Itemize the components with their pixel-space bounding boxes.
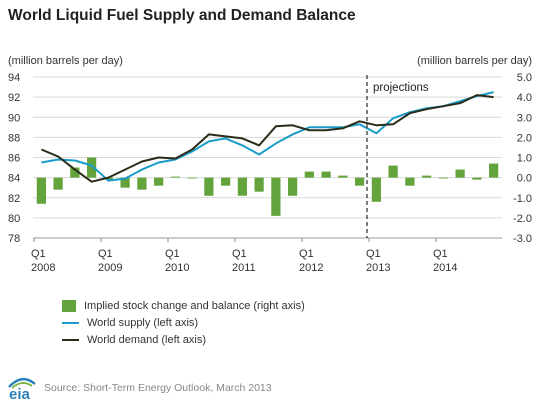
- stock-change-bar: [70, 167, 80, 178]
- stock-change-bar: [455, 169, 465, 178]
- x-tick-quarter: Q1: [366, 248, 381, 260]
- left-tick-label: 86: [8, 153, 20, 165]
- stock-change-bar: [405, 177, 415, 186]
- left-tick-label: 80: [8, 213, 20, 225]
- stock-change-bar: [288, 177, 298, 196]
- world-demand-line: [41, 94, 494, 183]
- axes: (million barrels per day) (million barrel…: [8, 55, 532, 274]
- x-tick-year: 2014: [433, 262, 457, 274]
- x-tick-year: 2012: [299, 262, 323, 274]
- stock-change-bar: [221, 177, 231, 186]
- x-tick-quarter: Q1: [165, 248, 180, 260]
- legend-swatch-demand: [62, 338, 79, 341]
- right-axis-unit: (million barrels per day): [417, 55, 532, 67]
- stock-change-bar: [489, 163, 499, 178]
- x-tick-year: 2013: [366, 262, 390, 274]
- eia-logo: eia: [8, 378, 36, 401]
- x-tick-quarter: Q1: [433, 248, 448, 260]
- x-tick-year: 2008: [31, 262, 55, 274]
- right-tick-label: 3.0: [517, 112, 532, 124]
- x-tick-quarter: Q1: [232, 248, 247, 260]
- legend-swatch-stock: [62, 299, 76, 312]
- left-axis-unit: (million barrels per day): [8, 55, 123, 67]
- x-tick-year: 2010: [165, 262, 189, 274]
- stock-change-bar: [36, 177, 46, 204]
- legend-item-stock: Implied stock change and balance (right …: [62, 297, 305, 314]
- legend-item-supply: World supply (left axis): [62, 314, 305, 331]
- legend-swatch-supply: [62, 321, 79, 324]
- left-tick-label: 92: [8, 92, 20, 104]
- left-tick-label: 94: [8, 72, 20, 84]
- legend-label-demand: World demand (left axis): [87, 333, 207, 346]
- stock-change-bar: [87, 157, 97, 178]
- left-tick-label: 84: [8, 173, 20, 185]
- stock-change-bar: [388, 165, 398, 178]
- chart-canvas: (million barrels per day) (million barrel…: [8, 55, 532, 274]
- stock-change-bar: [170, 176, 180, 178]
- x-tick-year: 2009: [98, 262, 122, 274]
- right-tick-label: -2.0: [513, 213, 532, 225]
- stock-change-bar: [355, 177, 365, 186]
- x-tick-year: 2011: [232, 262, 256, 274]
- source-note: Source: Short-Term Energy Outlook, March…: [44, 382, 272, 394]
- stock-change-bars: [36, 157, 499, 216]
- left-tick-label: 82: [8, 193, 20, 205]
- stock-change-bar: [438, 177, 448, 179]
- footer: eia Source: Short-Term Energy Outlook, M…: [6, 375, 536, 401]
- right-tick-label: 2.0: [517, 132, 532, 144]
- left-tick-label: 88: [8, 132, 20, 144]
- legend-item-demand: World demand (left axis): [62, 331, 305, 348]
- legend-label-stock: Implied stock change and balance (right …: [84, 299, 305, 312]
- x-tick-quarter: Q1: [31, 248, 46, 260]
- x-tick-quarter: Q1: [299, 248, 314, 260]
- stock-change-bar: [120, 177, 130, 188]
- right-tick-label: -1.0: [513, 193, 532, 205]
- stock-change-bar: [271, 177, 281, 216]
- supply-demand-lines: [41, 91, 494, 183]
- x-tick-quarter: Q1: [98, 248, 113, 260]
- stock-change-bar: [338, 175, 348, 178]
- stock-change-bar: [371, 177, 381, 202]
- stock-change-bar: [254, 177, 264, 192]
- logo-text: eia: [9, 386, 31, 401]
- chart-title: World Liquid Fuel Supply and Demand Bala…: [8, 7, 356, 24]
- stock-change-bar: [137, 177, 147, 190]
- stock-change-bar: [53, 177, 63, 190]
- stock-change-bar: [187, 177, 197, 179]
- legend: Implied stock change and balance (right …: [62, 297, 305, 348]
- stock-change-bar: [304, 171, 314, 178]
- left-tick-label: 78: [8, 233, 20, 245]
- stock-change-bar: [237, 177, 247, 196]
- right-tick-label: 5.0: [517, 72, 532, 84]
- stock-change-bar: [321, 171, 331, 178]
- right-tick-label: 4.0: [517, 92, 532, 104]
- right-tick-label: -3.0: [513, 233, 532, 245]
- stock-change-bar: [154, 177, 164, 186]
- projection-marker: projections: [366, 75, 429, 238]
- left-tick-label: 90: [8, 112, 20, 124]
- legend-label-supply: World supply (left axis): [87, 316, 199, 329]
- stock-change-bar: [472, 177, 482, 180]
- right-tick-label: 1.0: [517, 153, 532, 165]
- stock-change-bar: [204, 177, 214, 196]
- gridlines: [33, 76, 502, 239]
- projection-label: projections: [373, 82, 429, 94]
- right-tick-label: 0.0: [517, 173, 532, 185]
- stock-change-bar: [422, 175, 432, 178]
